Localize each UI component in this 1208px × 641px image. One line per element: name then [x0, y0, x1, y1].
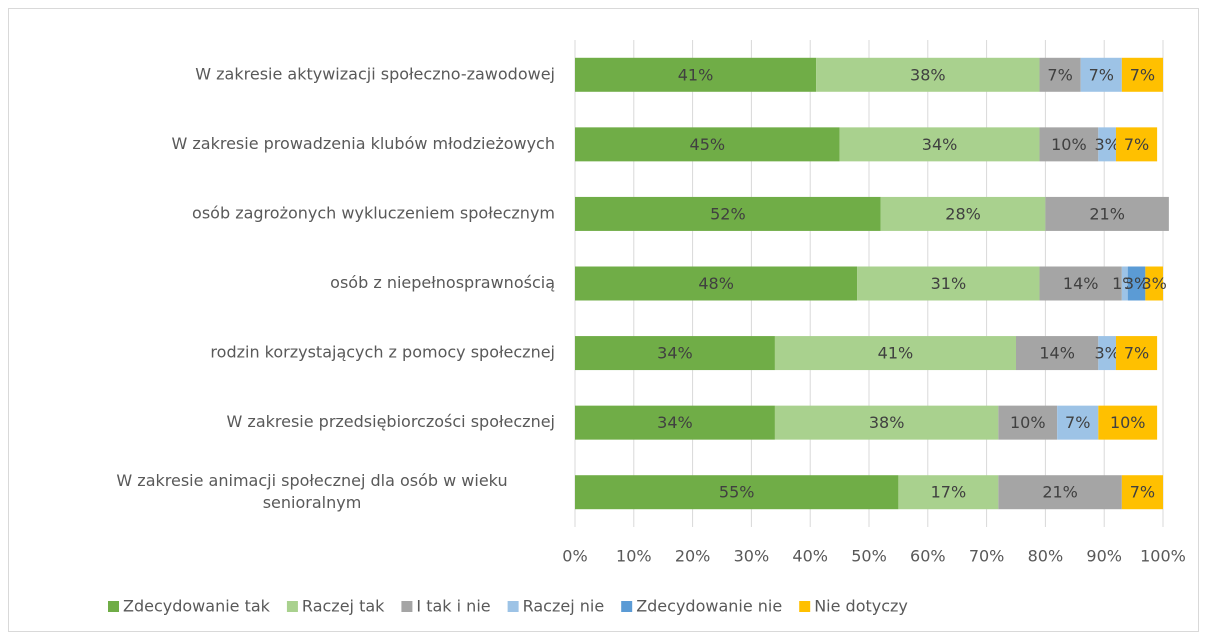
category-label: osób z niepełnosprawnością	[330, 273, 555, 292]
bar-segment	[1121, 475, 1163, 510]
legend-swatch	[507, 601, 519, 612]
data-label: 55%	[719, 483, 755, 502]
legend-label: Zdecydowanie nie	[636, 597, 782, 616]
data-label: 28%	[945, 204, 981, 223]
data-label: 7%	[1130, 65, 1155, 84]
data-label: 45%	[690, 135, 726, 154]
bar-segment	[1039, 266, 1122, 301]
x-tick-label: 80%	[1028, 547, 1064, 566]
bar-segment	[1039, 57, 1081, 92]
data-label: 38%	[910, 65, 946, 84]
x-tick-label: 100%	[1140, 547, 1186, 566]
data-label: 14%	[1039, 344, 1075, 363]
bar-segment	[575, 127, 840, 162]
bar-segment	[998, 405, 1058, 440]
x-tick-label: 60%	[910, 547, 946, 566]
bar-segment	[575, 405, 775, 440]
bar-segment	[575, 57, 817, 92]
data-label: 3%	[1124, 274, 1149, 293]
data-label: 3%	[1141, 274, 1166, 293]
bar-segment	[1039, 127, 1099, 162]
data-label: 10%	[1051, 135, 1087, 154]
bar-segment	[1127, 266, 1146, 301]
bar-segment	[1016, 336, 1099, 371]
data-label: 21%	[1089, 204, 1125, 223]
legend-swatch	[799, 601, 811, 612]
bar-segment	[839, 127, 1040, 162]
chart-frame	[8, 8, 1199, 632]
bar-segment	[774, 336, 1016, 371]
data-label: 7%	[1124, 344, 1149, 363]
bar-segment	[1045, 196, 1169, 231]
bar-segment	[575, 336, 775, 371]
data-label: 7%	[1089, 65, 1114, 84]
bar-segment	[575, 266, 858, 301]
data-label: 48%	[698, 274, 734, 293]
bar-segment	[1057, 405, 1099, 440]
category-label: W zakresie prowadzenia klubów młodzieżow…	[171, 134, 555, 153]
x-tick-label: 50%	[851, 547, 887, 566]
data-label: 17%	[931, 483, 967, 502]
data-label: 41%	[878, 344, 914, 363]
category-label: rodzin korzystających z pomocy społeczne…	[210, 343, 555, 362]
legend-swatch	[286, 601, 298, 612]
bar-segment	[880, 196, 1046, 231]
bar-segment	[575, 475, 899, 510]
bar-segment	[1121, 57, 1163, 92]
data-label: 41%	[678, 65, 714, 84]
bar-segment	[1098, 336, 1116, 371]
data-label: 10%	[1110, 413, 1146, 432]
bar-segment	[1098, 127, 1116, 162]
data-label: 34%	[922, 135, 958, 154]
legend-swatch	[108, 601, 119, 612]
legend-swatch	[401, 601, 413, 612]
bar-segment	[1080, 57, 1122, 92]
x-tick-label: 90%	[1086, 547, 1122, 566]
data-label: 21%	[1042, 483, 1078, 502]
legend-label: Raczej tak	[302, 597, 385, 616]
legend-label: Nie dotyczy	[814, 597, 908, 616]
bar-segment	[998, 475, 1122, 510]
data-label: 3%	[1094, 135, 1119, 154]
category-label: osób zagrożonych wykluczeniem społecznym	[192, 203, 555, 222]
data-label: 31%	[931, 274, 967, 293]
legend-swatch	[621, 601, 633, 612]
data-label: 7%	[1065, 413, 1090, 432]
data-label: 10%	[1010, 413, 1046, 432]
data-label: 14%	[1063, 274, 1099, 293]
data-label: 7%	[1124, 135, 1149, 154]
data-label: 34%	[657, 344, 693, 363]
data-label: 34%	[657, 413, 693, 432]
bar-segment	[898, 475, 999, 510]
x-tick-label: 0%	[562, 547, 587, 566]
bar-segment	[1115, 127, 1158, 162]
x-tick-label: 40%	[792, 547, 828, 566]
category-label: W zakresie animacji społecznej dla osób …	[116, 471, 507, 512]
bar-segment	[774, 405, 999, 440]
x-tick-label: 10%	[616, 547, 652, 566]
legend-label: I tak i nie	[416, 597, 490, 616]
legend-label: Zdecydowanie tak	[123, 597, 271, 616]
data-label: 3%	[1094, 344, 1119, 363]
bar-segment	[1145, 266, 1163, 301]
x-tick-label: 30%	[734, 547, 770, 566]
bar-segment	[1121, 266, 1128, 301]
x-tick-label: 70%	[969, 547, 1005, 566]
category-label: W zakresie aktywizacji społeczno-zawodow…	[195, 64, 555, 83]
bar-segment	[1115, 336, 1158, 371]
x-tick-label: 20%	[675, 547, 711, 566]
data-label: 7%	[1047, 65, 1072, 84]
legend-label: Raczej nie	[523, 597, 605, 616]
bar-segment	[1098, 405, 1158, 440]
bar-segment	[857, 266, 1040, 301]
data-label: 7%	[1130, 483, 1155, 502]
category-label: W zakresie przedsiębiorczości społecznej	[227, 412, 555, 431]
bar-segment	[575, 196, 881, 231]
data-label: 52%	[710, 204, 746, 223]
data-label: 38%	[869, 413, 905, 432]
bar-segment	[816, 57, 1040, 92]
